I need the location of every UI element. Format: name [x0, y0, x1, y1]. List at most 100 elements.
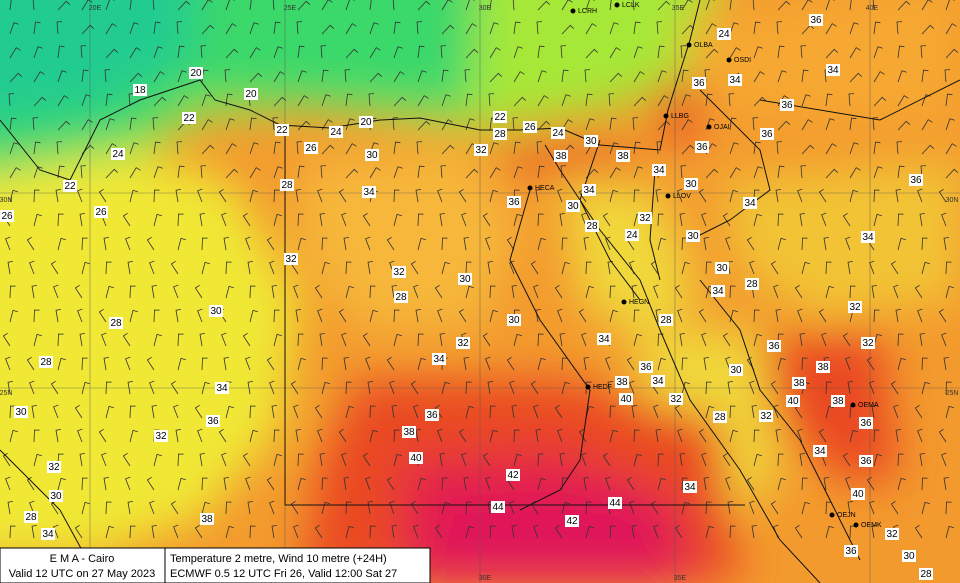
- wind-barb: [417, 333, 424, 347]
- wind-barb: [897, 120, 911, 131]
- wind-barb: [9, 72, 23, 83]
- wind-barb: [201, 24, 215, 35]
- wind-barb: [201, 237, 208, 251]
- wind-barb: [849, 117, 857, 131]
- wind-barb: [897, 165, 905, 179]
- wind-barb: [489, 429, 498, 443]
- wind-barb: [367, 501, 373, 515]
- wind-barb: [801, 477, 808, 491]
- wind-barb: [33, 213, 42, 227]
- wind-barb: [105, 261, 112, 275]
- wind-barb: [777, 70, 787, 83]
- wind-barb: [33, 71, 45, 83]
- wind-barb: [458, 428, 467, 443]
- wind-barb: [845, 356, 851, 371]
- wind-barb: [537, 45, 545, 59]
- temperature-label-box: [63, 180, 77, 192]
- wind-barb: [633, 21, 641, 35]
- wind-barb: [314, 524, 323, 539]
- wind-barb: [776, 141, 783, 155]
- wind-barb: [513, 71, 525, 83]
- temperature-label: 44: [609, 498, 621, 509]
- temperature-label-box: [507, 196, 521, 208]
- wind-barb: [57, 70, 67, 83]
- wind-barb: [921, 381, 930, 395]
- temperature-label-box: [844, 545, 858, 557]
- wind-barb: [247, 381, 253, 395]
- wind-barb: [674, 524, 683, 539]
- wind-barb: [794, 524, 803, 539]
- wind-barb: [440, 45, 447, 59]
- wind-barb: [320, 165, 327, 179]
- wind-barb: [753, 453, 762, 467]
- wind-barb: [559, 333, 565, 347]
- wind-barb: [441, 24, 455, 35]
- wind-barb: [753, 429, 760, 443]
- wind-barb: [489, 525, 496, 539]
- wind-barb: [633, 71, 645, 83]
- temperature-label-box: [848, 301, 862, 313]
- wind-barb: [609, 47, 621, 59]
- wind-barb: [489, 167, 501, 179]
- wind-barb: [362, 452, 371, 467]
- wind-barb: [753, 166, 763, 179]
- wind-barb: [152, 0, 155, 11]
- wind-barb: [800, 165, 807, 179]
- wind-barb: [537, 120, 551, 131]
- wind-barb: [609, 117, 617, 131]
- wind-barb: [57, 95, 69, 107]
- wind-barb: [465, 23, 477, 35]
- temperature-label-box: [692, 77, 706, 89]
- temperature-label-box: [885, 528, 899, 540]
- wind-barb: [537, 357, 546, 371]
- wind-barb: [489, 72, 503, 83]
- wind-barb: [777, 237, 786, 251]
- temperature-label: 28: [395, 292, 407, 303]
- wind-barb: [583, 357, 589, 371]
- wind-barb: [921, 119, 933, 131]
- wind-barb: [895, 309, 901, 323]
- wind-barb: [537, 95, 549, 107]
- wind-barb: [199, 213, 205, 227]
- wind-barb: [417, 165, 425, 179]
- grid-label: 30E: [479, 575, 492, 582]
- station-label: OEJN: [837, 512, 856, 519]
- wind-barb: [513, 213, 522, 227]
- wind-barb: [657, 453, 664, 467]
- temperature-label: 36: [696, 142, 708, 153]
- wind-barb: [585, 48, 599, 59]
- wind-barb: [129, 22, 139, 35]
- wind-barb: [753, 96, 767, 107]
- temperature-label-box: [456, 337, 470, 349]
- wind-barb: [81, 357, 88, 371]
- wind-barb: [775, 309, 781, 323]
- wind-barb: [7, 501, 13, 515]
- wind-barb: [33, 333, 42, 347]
- wind-barb: [197, 428, 203, 443]
- wind-barb: [29, 500, 35, 515]
- temperature-label-box: [745, 278, 759, 290]
- wind-barb: [722, 332, 731, 347]
- wind-barb: [941, 452, 947, 467]
- wind-barb: [290, 380, 299, 395]
- wind-barb: [609, 189, 618, 203]
- wind-barb: [221, 212, 227, 227]
- temperature-label: 38: [793, 378, 805, 389]
- station-label: LLOV: [673, 193, 691, 200]
- wind-barb: [218, 188, 227, 203]
- wind-barb: [391, 285, 397, 299]
- wind-barb: [53, 524, 59, 539]
- wind-barb: [153, 453, 162, 467]
- wind-barb: [321, 261, 330, 275]
- wind-barb: [201, 261, 210, 275]
- wind-barb: [345, 93, 353, 107]
- wind-barb: [31, 525, 37, 539]
- wind-barb: [105, 0, 115, 11]
- temperature-label-box: [759, 410, 773, 422]
- wind-barb: [177, 477, 186, 491]
- wind-barb: [633, 309, 640, 323]
- wind-barb: [53, 404, 59, 419]
- temperature-label-box: [713, 411, 727, 423]
- wind-barb: [74, 524, 83, 539]
- wind-barb: [151, 525, 157, 539]
